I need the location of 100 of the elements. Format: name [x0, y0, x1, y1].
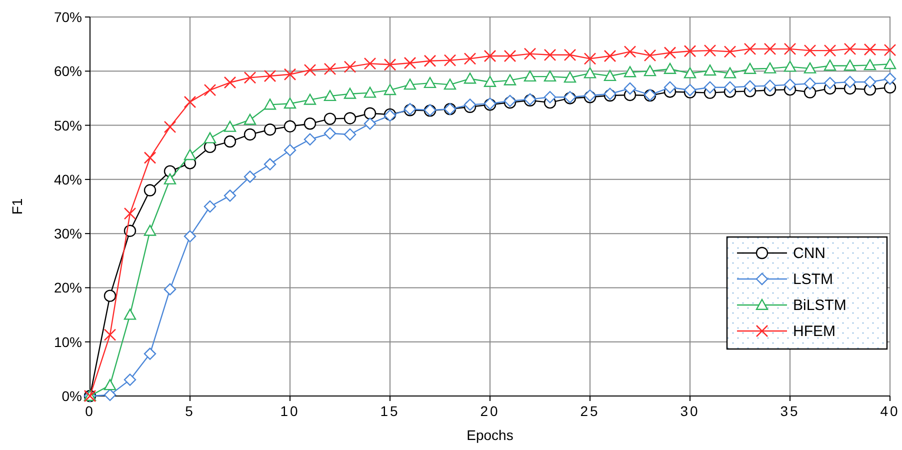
- y-tick-label: 30%: [54, 226, 82, 242]
- point: [844, 60, 856, 71]
- point: [544, 91, 556, 104]
- point: [284, 144, 296, 156]
- point: [544, 48, 556, 62]
- x-tick-label: 40: [880, 403, 900, 419]
- point: [884, 72, 896, 85]
- point: [444, 54, 456, 66]
- point: [384, 84, 396, 96]
- point: [724, 67, 736, 78]
- y-tick-label: 60%: [54, 63, 82, 80]
- point: [764, 80, 776, 92]
- y-tick-label: 70%: [54, 9, 82, 25]
- point: [864, 76, 876, 88]
- point: [644, 65, 656, 76]
- legend-label: BiLSTM: [793, 297, 846, 314]
- point: [624, 82, 636, 95]
- point: [264, 70, 276, 82]
- point: [364, 118, 376, 130]
- point: [604, 70, 616, 82]
- point: [784, 78, 796, 91]
- x-tick-label: 25: [580, 403, 600, 419]
- point: [124, 308, 136, 320]
- point: [164, 173, 176, 184]
- point: [344, 88, 356, 99]
- point: [184, 96, 196, 108]
- point: [684, 44, 696, 58]
- point: [244, 170, 256, 183]
- x-tick-label: 35: [780, 403, 800, 419]
- point: [804, 86, 816, 98]
- point: [484, 76, 496, 87]
- point: [344, 112, 356, 124]
- point: [424, 54, 436, 68]
- point: [764, 42, 776, 56]
- point: [244, 71, 256, 84]
- point: [684, 84, 696, 96]
- point: [664, 62, 676, 74]
- x-tick-label: 5: [185, 403, 195, 419]
- point: [284, 120, 296, 132]
- point: [364, 86, 376, 98]
- point: [144, 152, 156, 164]
- point: [304, 94, 316, 105]
- point: [664, 81, 676, 94]
- point: [824, 60, 836, 71]
- point: [604, 50, 616, 62]
- point: [304, 118, 316, 130]
- x-tick-label: 0: [85, 403, 95, 419]
- point: [284, 68, 296, 81]
- point: [284, 98, 296, 109]
- point: [324, 62, 336, 76]
- point: [524, 70, 536, 82]
- point: [644, 49, 656, 62]
- point: [104, 328, 116, 341]
- point: [544, 70, 556, 82]
- legend-label: CNN: [793, 245, 826, 262]
- point: [524, 48, 536, 60]
- point: [784, 42, 796, 56]
- point: [864, 43, 876, 56]
- point: [204, 132, 216, 144]
- legend-label: LSTM: [793, 271, 834, 288]
- point: [244, 128, 256, 141]
- point: [364, 57, 376, 70]
- point: [784, 60, 796, 72]
- point: [824, 44, 836, 57]
- point: [144, 184, 156, 196]
- point: [804, 77, 816, 90]
- point: [324, 127, 336, 140]
- legend-label: HFEM: [793, 323, 836, 340]
- point: [164, 120, 176, 134]
- point: [124, 374, 136, 386]
- point: [564, 48, 576, 62]
- point: [324, 112, 336, 125]
- point: [364, 107, 376, 120]
- y-axis-title: F1: [9, 198, 25, 215]
- point: [704, 44, 716, 57]
- point: [104, 290, 116, 302]
- point: [504, 50, 516, 62]
- point: [164, 283, 176, 296]
- point: [204, 200, 216, 213]
- y-tick-label: 10%: [54, 334, 82, 350]
- point: [724, 81, 736, 94]
- x-tick-label: 15: [380, 403, 400, 419]
- point: [804, 44, 816, 57]
- point: [424, 76, 436, 88]
- point: [404, 78, 416, 90]
- point: [744, 42, 756, 56]
- point: [464, 72, 476, 84]
- point: [744, 80, 756, 92]
- x-tick-label: 20: [480, 403, 500, 419]
- point: [584, 67, 596, 78]
- point: [224, 120, 236, 132]
- point: [704, 81, 716, 94]
- point: [184, 148, 196, 160]
- x-tick-label: 10: [280, 403, 300, 419]
- point: [104, 379, 116, 390]
- point: [264, 124, 276, 136]
- point: [184, 230, 196, 242]
- point: [264, 98, 276, 110]
- point: [824, 76, 836, 90]
- point: [144, 348, 156, 360]
